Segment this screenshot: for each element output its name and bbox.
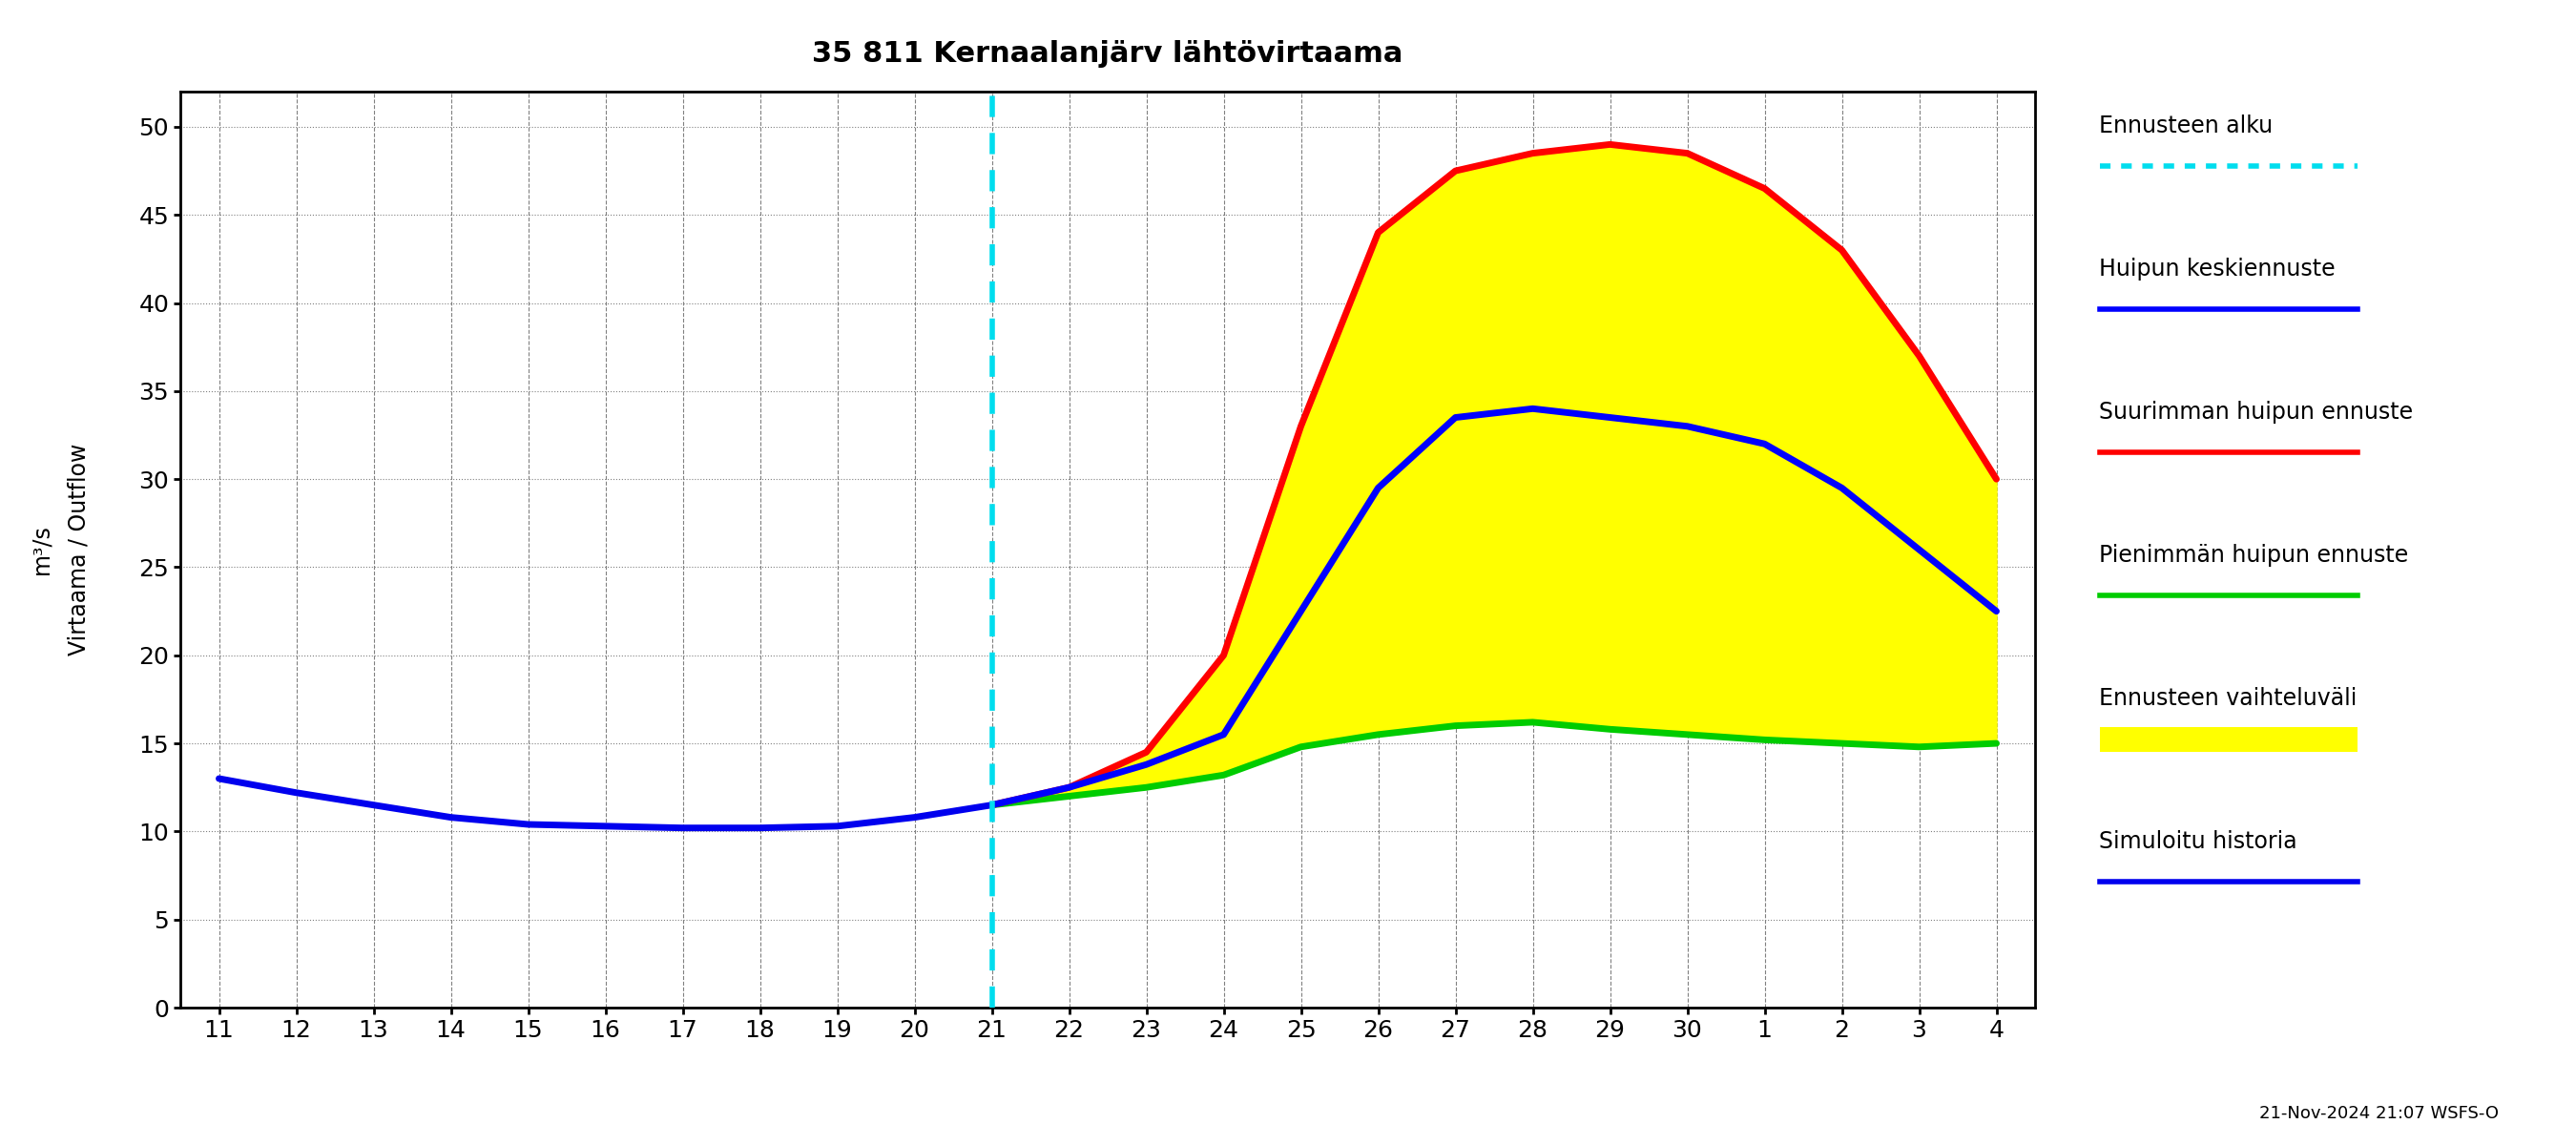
Text: 21-Nov-2024 21:07 WSFS-O: 21-Nov-2024 21:07 WSFS-O xyxy=(2259,1105,2499,1122)
Text: 35 811 Kernaalanjärv lähtövirtaama: 35 811 Kernaalanjärv lähtövirtaama xyxy=(811,40,1404,68)
Text: Ennusteen alku: Ennusteen alku xyxy=(2099,114,2272,137)
Text: Pienimmän huipun ennuste: Pienimmän huipun ennuste xyxy=(2099,544,2409,567)
Text: Ennusteen vaihteluväli: Ennusteen vaihteluväli xyxy=(2099,687,2357,710)
Text: Huipun keskiennuste: Huipun keskiennuste xyxy=(2099,258,2336,281)
Text: Simuloitu historia: Simuloitu historia xyxy=(2099,830,2298,853)
Text: Virtaama / Outflow: Virtaama / Outflow xyxy=(67,443,90,656)
Text: Suurimman huipun ennuste: Suurimman huipun ennuste xyxy=(2099,401,2414,424)
Text: m³/s: m³/s xyxy=(31,524,52,575)
